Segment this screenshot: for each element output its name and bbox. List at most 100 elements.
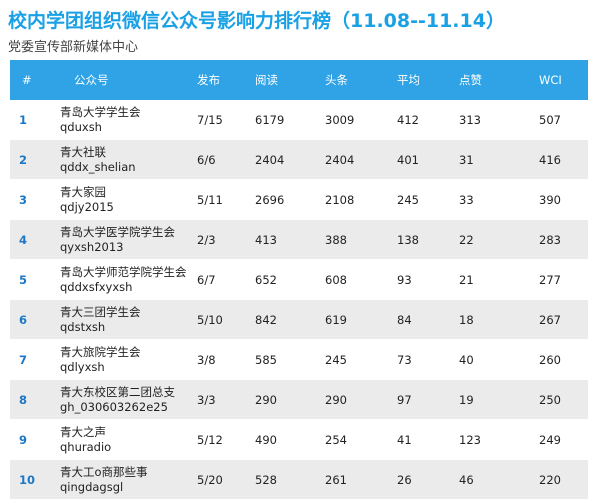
header-headline: 头条 xyxy=(325,60,397,100)
cell-account: 青大工o商那些事 qingdagsgl xyxy=(60,459,197,500)
cell-wci: 283 xyxy=(525,219,588,260)
cell-account: 青大旅院学生会 qdlyxsh xyxy=(60,339,197,380)
cell-wci: 249 xyxy=(525,419,588,460)
cell-average: 412 xyxy=(397,100,459,140)
cell-rank: 4 xyxy=(10,219,60,260)
cell-likes: 21 xyxy=(459,259,525,300)
cell-publish: 5/20 xyxy=(197,459,255,500)
account-id: qhuradio xyxy=(60,439,112,454)
cell-publish: 5/10 xyxy=(197,299,255,340)
cell-wci: 277 xyxy=(525,259,588,300)
cell-publish: 2/3 xyxy=(197,219,255,260)
account-id: qyxsh2013 xyxy=(60,239,124,254)
cell-wci: 267 xyxy=(525,299,588,340)
cell-average: 93 xyxy=(397,259,459,300)
cell-headline: 2404 xyxy=(325,139,397,180)
table-row: 1 青岛大学学生会 qduxsh 7/15 6179 3009 412 313 507 xyxy=(10,100,588,140)
cell-rank: 2 xyxy=(10,139,60,180)
account-name: 青大东校区第二团总支 xyxy=(60,384,175,399)
cell-average: 401 xyxy=(397,139,459,180)
cell-account: 青大家园 qdjy2015 xyxy=(60,179,197,220)
header-reads: 阅读 xyxy=(255,60,325,100)
table-row: 9 青大之声 qhuradio 5/12 490 254 41 123 249 xyxy=(10,419,588,460)
cell-likes: 313 xyxy=(459,100,525,140)
account-name: 青大之声 xyxy=(60,424,106,439)
cell-account: 青大之声 qhuradio xyxy=(60,419,197,460)
account-name: 青大旅院学生会 xyxy=(60,344,141,359)
cell-average: 84 xyxy=(397,299,459,340)
table-row: 7 青大旅院学生会 qdlyxsh 3/8 585 245 73 40 260 xyxy=(10,339,588,380)
cell-likes: 18 xyxy=(459,299,525,340)
header-rank: # xyxy=(10,60,60,100)
cell-reads: 652 xyxy=(255,259,325,300)
table-row: 3 青大家园 qdjy2015 5/11 2696 2108 245 33 390 xyxy=(10,179,588,220)
cell-publish: 5/12 xyxy=(197,419,255,460)
account-id: gh_030603262e25 xyxy=(60,399,168,414)
table-row: 2 青大社联 qddx_shelian 6/6 2404 2404 401 31 416 xyxy=(10,139,588,180)
table-row: 4 青岛大学医学院学生会 qyxsh2013 2/3 413 388 138 22 283 xyxy=(10,219,588,260)
cell-rank: 5 xyxy=(10,259,60,300)
cell-wci: 250 xyxy=(525,379,588,420)
cell-reads: 490 xyxy=(255,419,325,460)
cell-reads: 2696 xyxy=(255,179,325,220)
cell-rank: 8 xyxy=(10,379,60,420)
cell-reads: 528 xyxy=(255,459,325,500)
cell-reads: 6179 xyxy=(255,100,325,140)
cell-likes: 40 xyxy=(459,339,525,380)
account-id: qddxsfxyxsh xyxy=(60,279,133,294)
cell-likes: 33 xyxy=(459,179,525,220)
cell-account: 青大社联 qddx_shelian xyxy=(60,139,197,180)
account-id: qdlyxsh xyxy=(60,359,105,374)
table-row: 8 青大东校区第二团总支 gh_030603262e25 3/3 290 290 97 19 2… xyxy=(10,379,588,420)
cell-likes: 31 xyxy=(459,139,525,180)
cell-wci: 220 xyxy=(525,459,588,500)
cell-account: 青大三团学生会 qdstxsh xyxy=(60,299,197,340)
cell-headline: 261 xyxy=(325,459,397,500)
cell-headline: 245 xyxy=(325,339,397,380)
cell-wci: 390 xyxy=(525,179,588,220)
account-id: qddx_shelian xyxy=(60,159,136,174)
cell-account: 青岛大学学生会 qduxsh xyxy=(60,100,197,140)
cell-publish: 6/7 xyxy=(197,259,255,300)
cell-reads: 2404 xyxy=(255,139,325,180)
cell-publish: 3/8 xyxy=(197,339,255,380)
header-likes: 点赞 xyxy=(459,60,525,100)
cell-average: 41 xyxy=(397,419,459,460)
page-title: 校内学团组织微信公众号影响力排行榜（11.08--11.14） xyxy=(8,10,505,32)
cell-likes: 123 xyxy=(459,419,525,460)
account-name: 青大社联 xyxy=(60,144,106,159)
cell-likes: 22 xyxy=(459,219,525,260)
cell-average: 26 xyxy=(397,459,459,500)
cell-headline: 2108 xyxy=(325,179,397,220)
cell-likes: 46 xyxy=(459,459,525,500)
account-name: 青大家园 xyxy=(60,184,106,199)
cell-wci: 260 xyxy=(525,339,588,380)
cell-rank: 1 xyxy=(10,100,60,140)
cell-rank: 6 xyxy=(10,299,60,340)
cell-average: 138 xyxy=(397,219,459,260)
account-name: 青岛大学学生会 xyxy=(60,104,141,119)
cell-rank: 3 xyxy=(10,179,60,220)
account-id: qduxsh xyxy=(60,119,102,134)
cell-headline: 290 xyxy=(325,379,397,420)
cell-average: 245 xyxy=(397,179,459,220)
cell-reads: 290 xyxy=(255,379,325,420)
header-account: 公众号 xyxy=(60,60,197,100)
cell-publish: 7/15 xyxy=(197,100,255,140)
cell-account: 青大东校区第二团总支 gh_030603262e25 xyxy=(60,379,197,420)
ranking-table: # 公众号 发布 阅读 头条 平均 点赞 WCI 1 青岛大学学生会 qduxsh 7… xyxy=(10,60,588,500)
page-subtitle: 党委宣传部新媒体中心 xyxy=(8,40,139,55)
table-header: # 公众号 发布 阅读 头条 平均 点赞 WCI xyxy=(10,60,588,100)
cell-wci: 507 xyxy=(525,100,588,140)
cell-rank: 10 xyxy=(10,459,60,500)
account-name: 青岛大学师范学院学生会 xyxy=(60,264,187,279)
cell-publish: 5/11 xyxy=(197,179,255,220)
cell-reads: 842 xyxy=(255,299,325,340)
cell-rank: 7 xyxy=(10,339,60,380)
table-row: 5 青岛大学师范学院学生会 qddxsfxyxsh 6/7 652 608 93 21 277 xyxy=(10,259,588,300)
cell-account: 青岛大学师范学院学生会 qddxsfxyxsh xyxy=(60,259,197,300)
cell-publish: 6/6 xyxy=(197,139,255,180)
cell-wci: 416 xyxy=(525,139,588,180)
table-body: 1 青岛大学学生会 qduxsh 7/15 6179 3009 412 313 507 2 青大社联… xyxy=(10,100,588,500)
cell-headline: 254 xyxy=(325,419,397,460)
